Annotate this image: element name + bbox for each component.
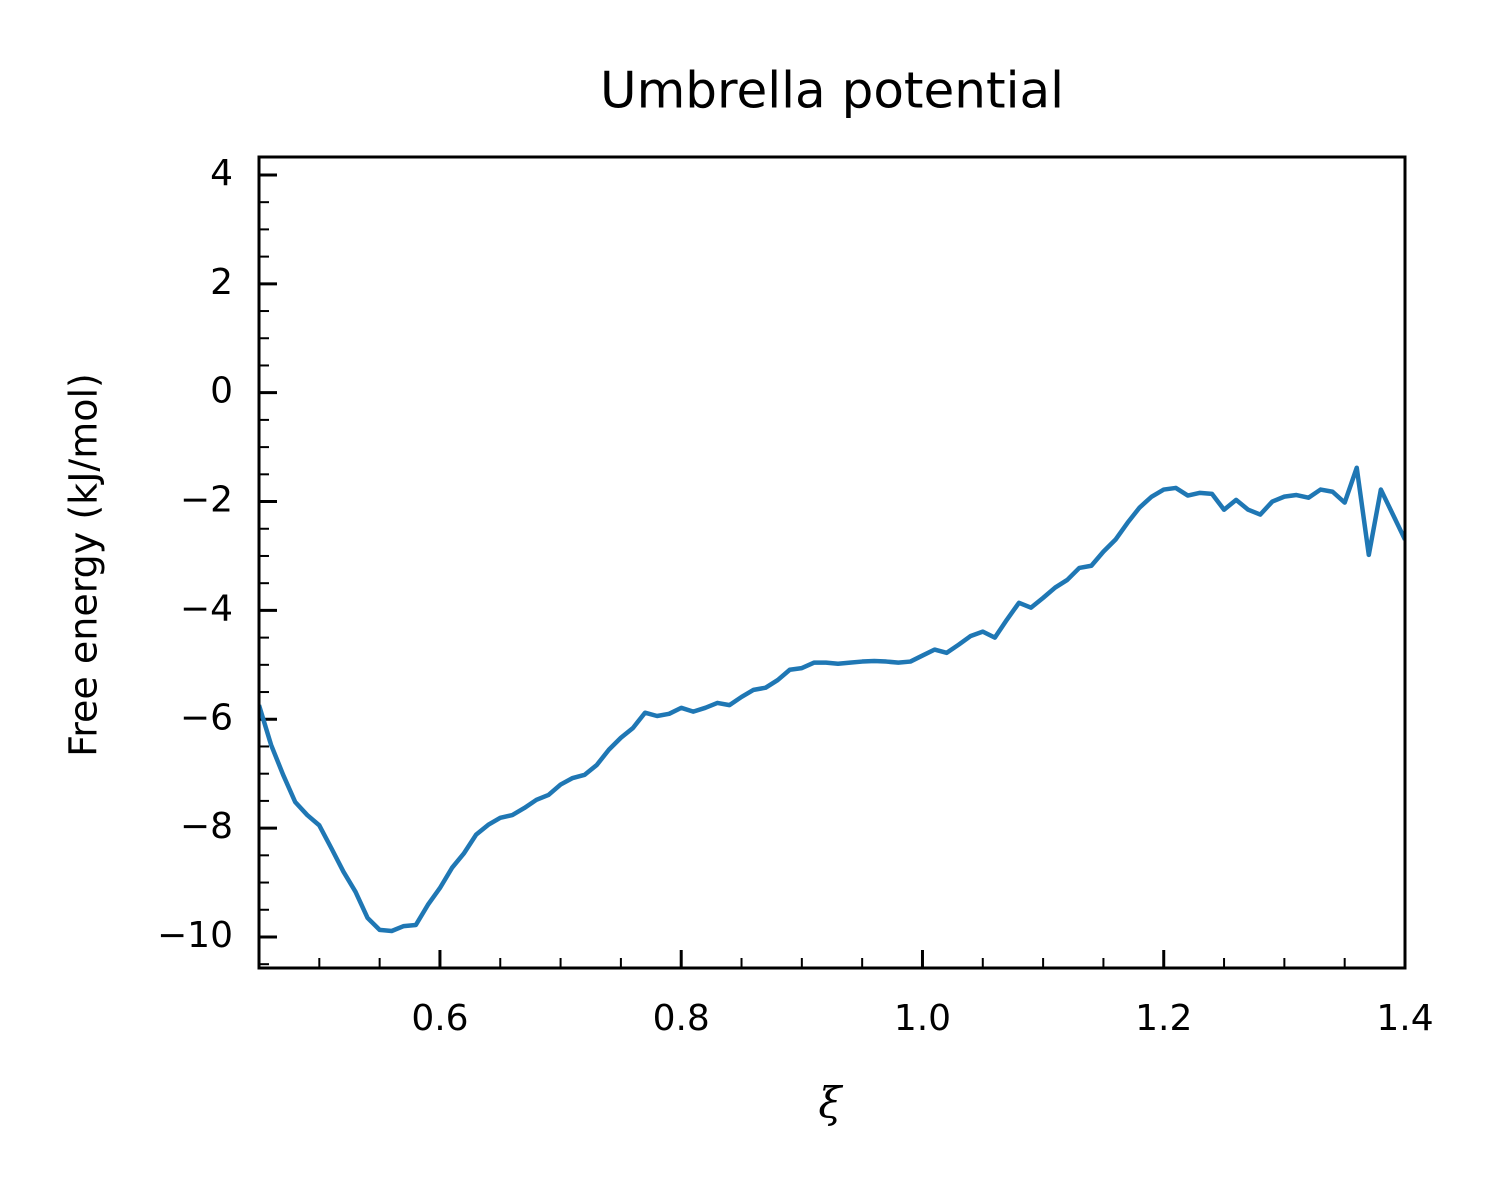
chart-title: Umbrella potential xyxy=(600,62,1064,120)
x-tick-label: 0.6 xyxy=(411,998,468,1039)
x-tick-label: 1.0 xyxy=(894,998,951,1039)
data-line xyxy=(259,465,1405,934)
x-tick-label: 1.2 xyxy=(1135,998,1192,1039)
x-axis-label: ξ xyxy=(818,1078,843,1127)
y-tick-label: −6 xyxy=(180,697,233,738)
plot-frame xyxy=(257,155,1407,970)
y-tick-label: 4 xyxy=(210,153,233,194)
y-tick-label: −10 xyxy=(157,915,233,956)
x-tick-label: 1.4 xyxy=(1376,998,1433,1039)
y-tick-label: 2 xyxy=(210,262,233,303)
y-tick-label: 0 xyxy=(210,371,233,412)
x-tick-label: 0.8 xyxy=(653,998,710,1039)
y-tick-label: −4 xyxy=(180,588,233,629)
y-tick-label: −8 xyxy=(180,806,233,847)
y-axis-label: Free energy (kJ/mol) xyxy=(62,373,106,757)
y-tick-label: −2 xyxy=(180,480,233,521)
